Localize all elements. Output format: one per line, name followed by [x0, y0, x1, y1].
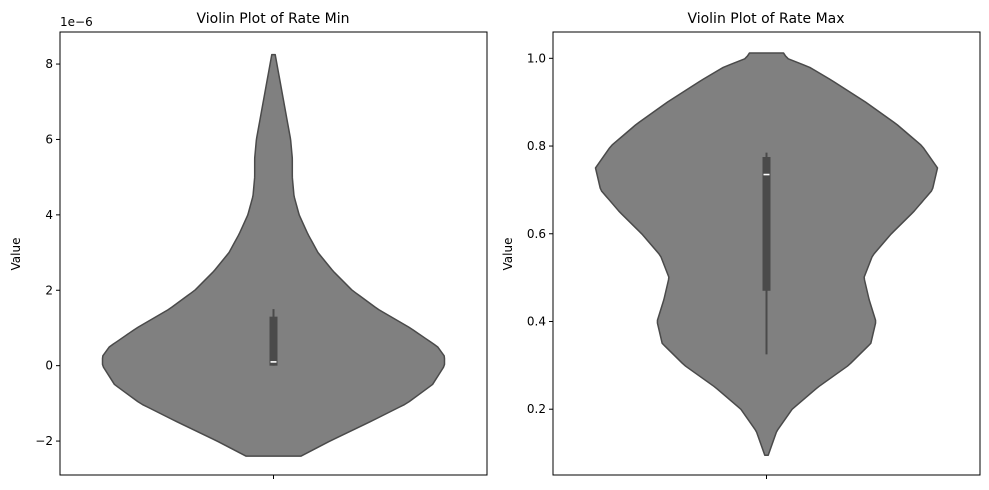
y-axis-label: Value: [501, 238, 515, 271]
y-offset-label: 1e−6: [60, 15, 93, 29]
y-tick-label: 8: [45, 57, 53, 71]
y-tick-label: 1.0: [527, 51, 546, 65]
y-tick-label: 2: [45, 283, 53, 297]
y-tick-label: 0: [45, 359, 53, 373]
y-tick-label: 0.8: [527, 139, 546, 153]
plot-area: 0.2 0.4 0.6 0.8 1.0: [527, 31, 981, 479]
y-tick-label: −2: [35, 434, 53, 448]
y-tick-label: 0.6: [527, 227, 546, 241]
iqr-box: [762, 157, 771, 291]
chart-rate-max: Violin Plot of Rate Max Value 0.20.40.60…: [501, 11, 981, 479]
chart-rate-min: Violin Plot of Rate Min 1e−6 Value −2 0 2 4…: [9, 11, 488, 479]
y-axis-label: Value: [9, 238, 23, 271]
iqr-box: [269, 316, 278, 366]
plot-area: −2 0 2 4 6 8: [35, 31, 488, 479]
y-tick-label: 0.4: [527, 314, 546, 328]
chart-title: Violin Plot of Rate Min: [196, 11, 349, 27]
chart-title: Violin Plot of Rate Max: [687, 11, 844, 27]
y-tick-label: 6: [45, 132, 53, 146]
y-tick-label: 4: [45, 208, 53, 222]
violin-body: [101, 53, 446, 457]
y-tick-label: 0.2: [527, 402, 546, 416]
